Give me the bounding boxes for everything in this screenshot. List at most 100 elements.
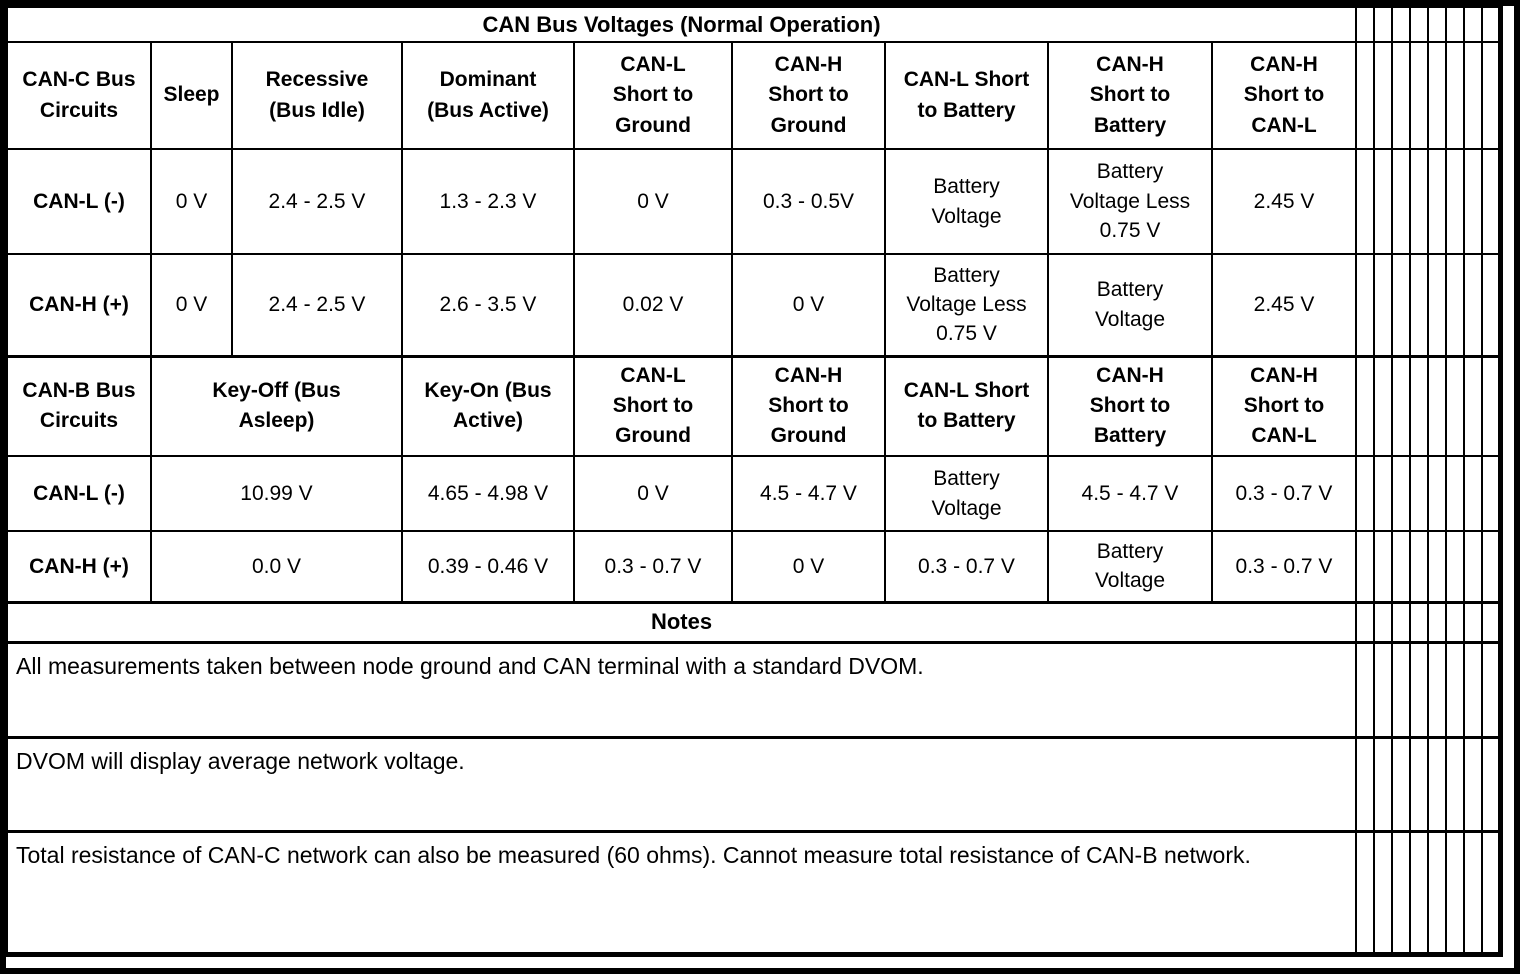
column-header-keyon: Key-On (Bus Active): [401, 354, 575, 457]
filler-cell: [1427, 148, 1447, 255]
filler-cell: [1481, 530, 1501, 603]
value-cell: Battery Voltage Less 0.75 V: [884, 253, 1049, 357]
value-cell: Battery Voltage: [884, 455, 1049, 532]
filler-cell: [1445, 640, 1465, 738]
filler-cell: [1481, 829, 1501, 955]
voltage-table: CAN Bus Voltages (Normal Operation) CAN-…: [6, 6, 1503, 957]
value-cell: 4.5 - 4.7 V: [1047, 455, 1213, 532]
filler-cell: [1409, 354, 1429, 457]
filler-cell: [1445, 253, 1465, 357]
filler-cell: [1445, 600, 1465, 643]
value-cell: 0 V: [731, 530, 886, 603]
filler-cell: [1481, 253, 1501, 357]
column-header-canh-short-canl: CAN-H Short to CAN-L: [1211, 41, 1357, 150]
filler-cell: [1355, 600, 1375, 643]
filler-cell: [1445, 829, 1465, 955]
filler-cell: [1391, 253, 1411, 357]
filler-cell: [1355, 735, 1375, 832]
value-cell: 2.6 - 3.5 V: [401, 253, 575, 357]
value-cell: 0 V: [150, 253, 233, 357]
table-title: CAN Bus Voltages (Normal Operation): [6, 6, 1357, 43]
filler-cell: [1427, 6, 1447, 43]
filler-cell: [1391, 455, 1411, 532]
value-cell: 0 V: [731, 253, 886, 357]
filler-cell: [1391, 735, 1411, 832]
filler-cell: [1409, 253, 1429, 357]
value-cell: Battery Voltage: [884, 148, 1049, 255]
value-cell: 0.3 - 0.7 V: [573, 530, 733, 603]
column-header-canl-short-battery-b: CAN-L Short to Battery: [884, 354, 1049, 457]
filler-cell: [1355, 253, 1375, 357]
filler-cell: [1409, 530, 1429, 603]
value-cell: 0.3 - 0.7 V: [1211, 530, 1357, 603]
row-label-canc-canl: CAN-L (-): [6, 148, 152, 255]
filler-cell: [1481, 455, 1501, 532]
filler-cell: [1445, 455, 1465, 532]
filler-cell: [1355, 354, 1375, 457]
column-header-canl-short-ground: CAN-L Short to Ground: [573, 41, 733, 150]
filler-cell: [1409, 600, 1429, 643]
filler-cell: [1427, 455, 1447, 532]
filler-cell: [1373, 600, 1393, 643]
filler-cell: [1355, 455, 1375, 532]
value-cell: 0 V: [150, 148, 233, 255]
column-header-canh-short-ground-b: CAN-H Short to Ground: [731, 354, 886, 457]
filler-cell: [1391, 829, 1411, 955]
filler-cell: [1463, 600, 1483, 643]
filler-cell: [1463, 640, 1483, 738]
filler-cell: [1373, 455, 1393, 532]
column-header-canb-circuits: CAN-B Bus Circuits: [6, 354, 152, 457]
filler-cell: [1391, 148, 1411, 255]
row-label-canc-canh: CAN-H (+): [6, 253, 152, 357]
filler-cell: [1463, 6, 1483, 43]
column-header-canl-short-battery: CAN-L Short to Battery: [884, 41, 1049, 150]
note-text-1: All measurements taken between node grou…: [6, 640, 1357, 738]
filler-cell: [1391, 640, 1411, 738]
filler-cell: [1391, 6, 1411, 43]
row-label-canb-canl: CAN-L (-): [6, 455, 152, 532]
value-cell: 10.99 V: [150, 455, 403, 532]
filler-cell: [1373, 6, 1393, 43]
filler-cell: [1373, 148, 1393, 255]
value-cell: 4.5 - 4.7 V: [731, 455, 886, 532]
filler-cell: [1481, 148, 1501, 255]
filler-cell: [1463, 41, 1483, 150]
notes-header: Notes: [6, 600, 1357, 643]
column-header-dominant: Dominant (Bus Active): [401, 41, 575, 150]
value-cell: 2.45 V: [1211, 253, 1357, 357]
value-cell: 0.02 V: [573, 253, 733, 357]
value-cell: 0.39 - 0.46 V: [401, 530, 575, 603]
filler-cell: [1355, 148, 1375, 255]
filler-cell: [1355, 6, 1375, 43]
filler-cell: [1391, 530, 1411, 603]
filler-cell: [1445, 41, 1465, 150]
filler-cell: [1391, 600, 1411, 643]
filler-cell: [1355, 530, 1375, 603]
value-cell: Battery Voltage Less 0.75 V: [1047, 148, 1213, 255]
note-text-2: DVOM will display average network voltag…: [6, 735, 1357, 832]
filler-cell: [1409, 735, 1429, 832]
filler-cell: [1427, 530, 1447, 603]
column-header-canc-circuits: CAN-C Bus Circuits: [6, 41, 152, 150]
filler-cell: [1445, 6, 1465, 43]
filler-cell: [1373, 640, 1393, 738]
filler-cell: [1373, 354, 1393, 457]
filler-cell: [1463, 148, 1483, 255]
filler-cell: [1481, 41, 1501, 150]
filler-cell: [1427, 600, 1447, 643]
filler-cell: [1463, 530, 1483, 603]
filler-cell: [1373, 735, 1393, 832]
filler-cell: [1427, 354, 1447, 457]
filler-cell: [1463, 253, 1483, 357]
column-header-sleep: Sleep: [150, 41, 233, 150]
filler-cell: [1463, 735, 1483, 832]
column-header-canh-short-battery-b: CAN-H Short to Battery: [1047, 354, 1213, 457]
value-cell: Battery Voltage: [1047, 253, 1213, 357]
filler-cell: [1445, 530, 1465, 603]
filler-cell: [1391, 354, 1411, 457]
value-cell: 1.3 - 2.3 V: [401, 148, 575, 255]
filler-cell: [1445, 148, 1465, 255]
column-header-canl-short-ground-b: CAN-L Short to Ground: [573, 354, 733, 457]
filler-cell: [1463, 354, 1483, 457]
